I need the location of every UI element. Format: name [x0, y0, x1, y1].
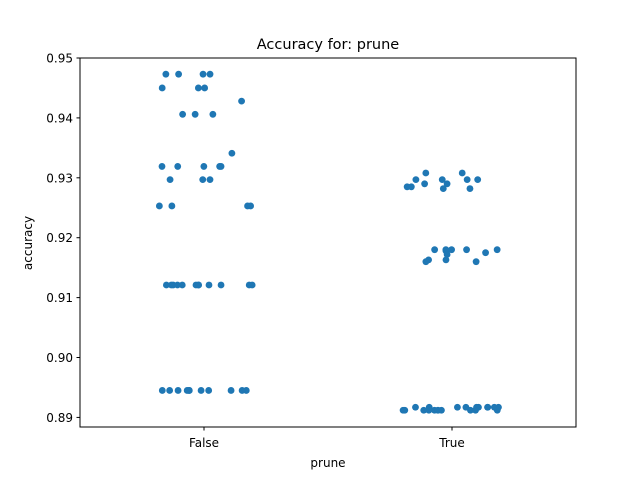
data-point: [466, 185, 474, 192]
data-point: [238, 97, 245, 105]
data-point: [412, 403, 419, 411]
data-point: [493, 246, 501, 254]
data-point: [217, 281, 225, 289]
data-point: [167, 281, 175, 289]
data-point: [168, 202, 176, 210]
data-point: [443, 180, 451, 188]
y-tick-label: 0.92: [46, 231, 73, 245]
data-point: [472, 258, 480, 266]
data-point: [247, 202, 255, 210]
x-axis-label: prune: [310, 456, 345, 470]
x-tick-label: False: [189, 436, 219, 450]
data-point: [166, 176, 174, 184]
data-point: [228, 149, 236, 157]
data-point: [463, 246, 470, 254]
data-point: [175, 70, 183, 78]
data-point: [431, 246, 439, 254]
data-point: [174, 163, 182, 170]
data-point: [179, 110, 187, 118]
data-point: [484, 403, 492, 411]
data-point: [493, 406, 501, 414]
data-point: [174, 281, 181, 289]
data-point: [467, 406, 474, 414]
data-point: [438, 176, 446, 184]
data-point: [458, 169, 466, 177]
y-tick-label: 0.91: [46, 291, 73, 305]
data-point: [474, 176, 482, 184]
data-point: [421, 180, 429, 188]
data-point: [422, 169, 430, 177]
data-point: [442, 256, 450, 264]
data-point: [206, 70, 214, 78]
y-tick-label: 0.95: [46, 52, 73, 66]
data-point: [217, 163, 225, 170]
y-tick-label: 0.94: [46, 111, 73, 125]
data-point: [434, 406, 442, 414]
data-point: [482, 249, 489, 257]
axes-frame: [79, 57, 577, 428]
y-tick-label: 0.89: [46, 411, 73, 425]
data-point: [399, 406, 407, 414]
y-tick-label: 0.93: [46, 171, 73, 185]
data-point: [166, 387, 174, 394]
data-point: [195, 281, 203, 289]
data-point: [205, 281, 213, 289]
data-point: [472, 406, 479, 414]
data-point: [420, 406, 428, 414]
data-point: [209, 110, 217, 118]
data-point: [443, 251, 451, 258]
data-point: [194, 84, 202, 92]
data-point: [191, 110, 199, 118]
data-point: [197, 387, 205, 394]
data-point: [238, 387, 246, 394]
data-point: [155, 202, 163, 210]
data-point: [422, 258, 430, 266]
data-point: [199, 70, 207, 78]
data-point: [174, 387, 182, 394]
data-point: [201, 84, 209, 92]
data-point: [200, 163, 208, 170]
data-point: [425, 406, 433, 414]
data-point: [199, 176, 207, 184]
data-point: [227, 387, 235, 394]
data-point: [439, 185, 447, 192]
chart-title: Accuracy for: prune: [257, 37, 400, 53]
data-point: [185, 387, 193, 394]
data-point: [158, 387, 166, 394]
data-point: [248, 281, 256, 289]
data-point: [162, 281, 170, 289]
plot-area: [155, 70, 502, 414]
data-point: [448, 246, 455, 254]
data-point: [158, 84, 166, 92]
y-axis-label: accuracy: [21, 216, 35, 270]
data-point: [206, 176, 214, 184]
data-point: [403, 183, 411, 191]
x-tick-label: True: [438, 436, 465, 450]
data-point: [205, 387, 213, 394]
data-point: [162, 70, 170, 78]
data-point: [412, 176, 420, 184]
data-point: [463, 176, 471, 184]
y-tick-label: 0.90: [46, 351, 73, 365]
data-point: [454, 403, 461, 411]
data-point: [178, 281, 186, 289]
data-point: [158, 163, 166, 170]
